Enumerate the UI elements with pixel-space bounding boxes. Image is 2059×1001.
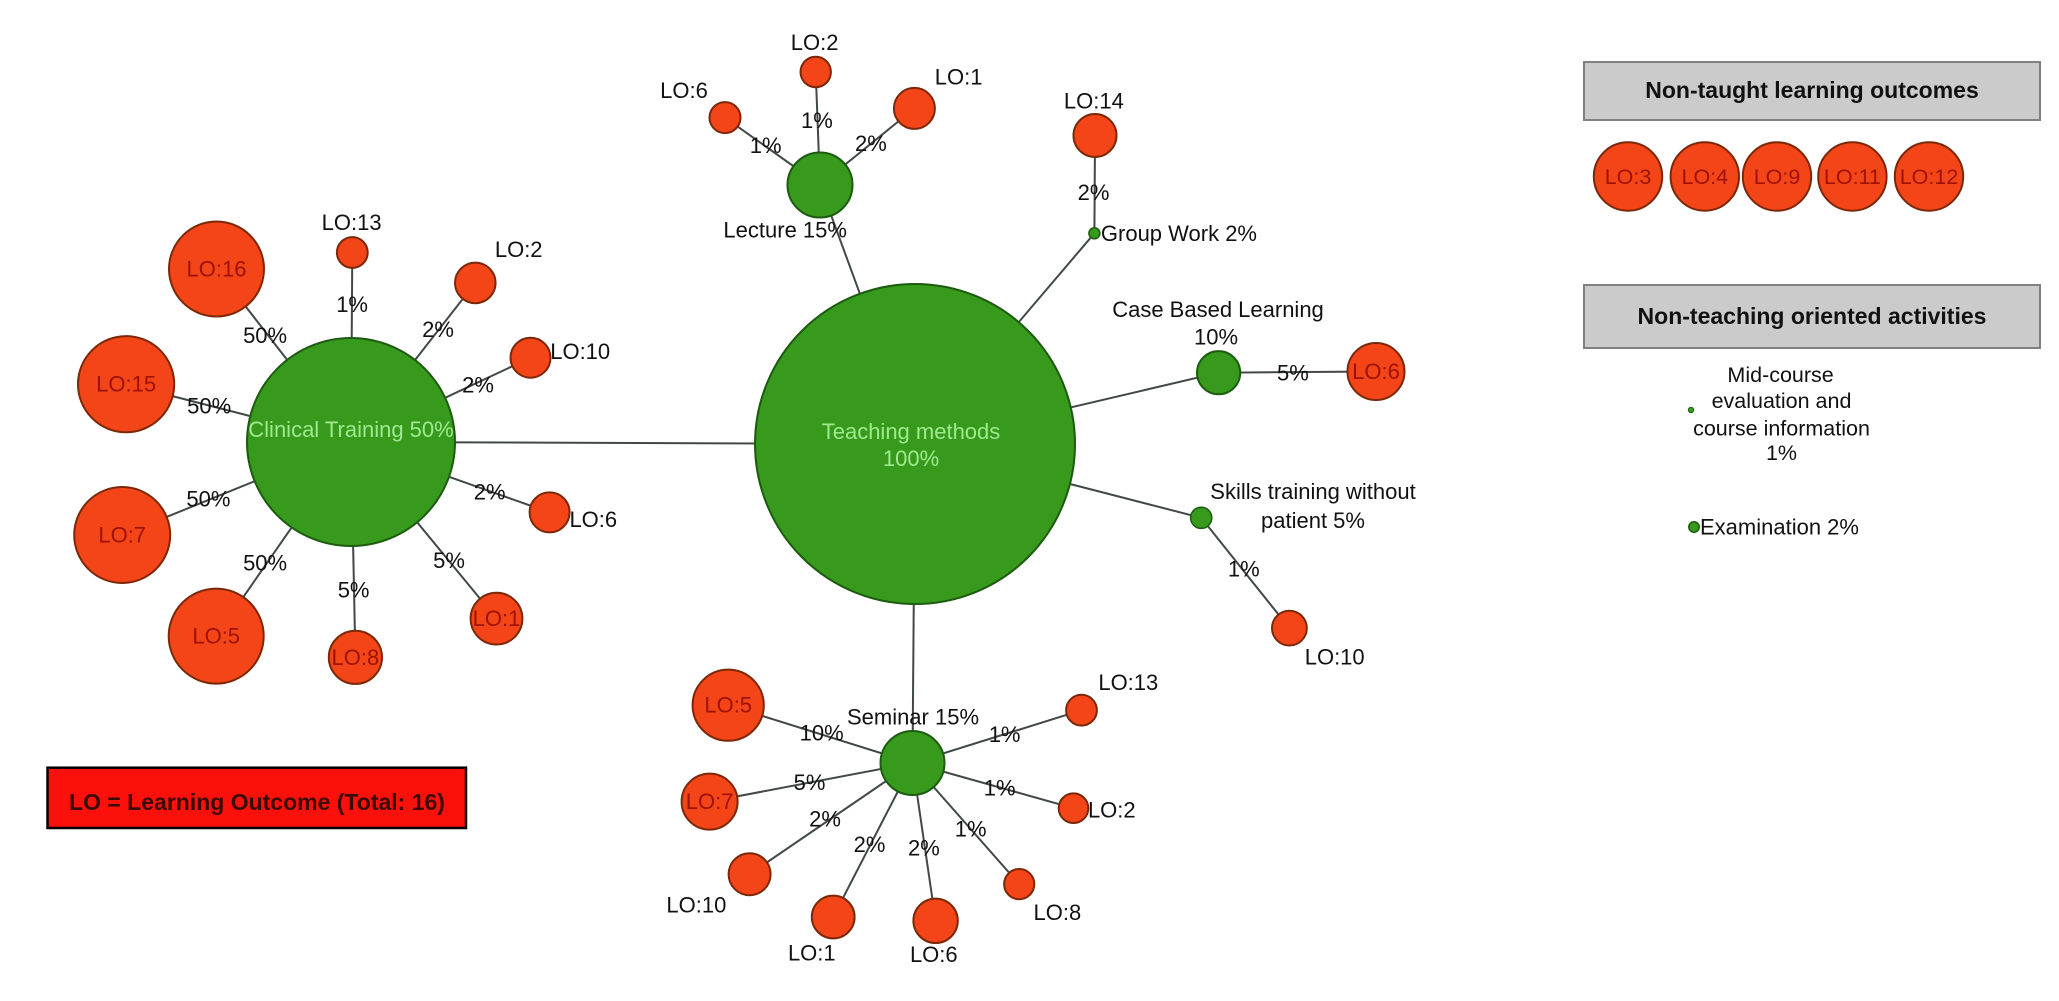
svg-text:LO:1: LO:1 [788,940,836,965]
svg-text:Case Based Learning: Case Based Learning [1112,297,1324,322]
svg-text:Clinical Training 50%: Clinical Training 50% [248,417,453,442]
svg-text:1%: 1% [989,722,1021,747]
svg-text:evaluation and: evaluation and [1712,389,1852,413]
svg-text:LO:14: LO:14 [1064,89,1124,114]
svg-text:LO:2: LO:2 [1088,798,1136,823]
svg-text:Teaching methods: Teaching methods [822,419,1001,444]
svg-text:2%: 2% [474,480,506,505]
svg-text:LO:10: LO:10 [1305,644,1365,669]
svg-text:50%: 50% [243,551,287,576]
svg-text:Non-taught learning outcomes: Non-taught learning outcomes [1645,77,1979,103]
svg-text:2%: 2% [1078,180,1110,205]
svg-text:LO:9: LO:9 [1754,165,1801,189]
svg-text:10%: 10% [1194,324,1238,349]
svg-text:1%: 1% [955,817,987,842]
svg-text:5%: 5% [794,770,826,795]
svg-text:LO:10: LO:10 [666,893,726,918]
svg-text:LO = Learning Outcome (Total:: LO = Learning Outcome (Total: 16) [69,789,445,815]
svg-text:LO:15: LO:15 [96,372,156,397]
svg-text:LO:3: LO:3 [1605,165,1652,189]
svg-text:2%: 2% [855,131,887,156]
svg-text:LO:8: LO:8 [332,645,380,670]
svg-text:LO:1: LO:1 [473,606,521,631]
svg-text:LO:12: LO:12 [1900,165,1959,189]
svg-text:5%: 5% [338,577,370,602]
svg-text:1%: 1% [984,776,1016,801]
svg-text:Skills training without: Skills training without [1210,479,1415,504]
svg-text:2%: 2% [462,373,494,398]
svg-text:LO:6: LO:6 [569,507,617,532]
svg-text:LO:13: LO:13 [322,210,382,235]
svg-text:LO:2: LO:2 [791,30,839,55]
svg-text:Non-teaching oriented activiti: Non-teaching oriented activities [1638,303,1987,329]
svg-text:LO:4: LO:4 [1681,165,1728,189]
svg-text:50%: 50% [243,323,287,348]
svg-text:patient 5%: patient 5% [1261,508,1365,533]
svg-text:2%: 2% [422,317,454,342]
svg-text:LO:1: LO:1 [935,65,983,90]
svg-text:2%: 2% [908,836,940,861]
svg-text:LO:5: LO:5 [704,693,752,718]
svg-text:50%: 50% [187,394,231,419]
svg-text:Group Work 2%: Group Work 2% [1101,221,1257,246]
svg-text:Examination 2%: Examination 2% [1700,515,1859,540]
svg-text:1%: 1% [1766,441,1797,465]
svg-text:10%: 10% [800,721,844,746]
svg-text:LO:8: LO:8 [1034,900,1082,925]
svg-text:LO:2: LO:2 [495,237,543,262]
svg-text:2%: 2% [809,807,841,832]
svg-text:Mid-course: Mid-course [1727,363,1833,387]
svg-text:100%: 100% [883,446,939,471]
svg-text:LO:13: LO:13 [1098,670,1158,695]
svg-text:LO:6: LO:6 [660,78,708,103]
svg-text:1%: 1% [750,133,782,158]
svg-text:50%: 50% [186,487,230,512]
svg-text:Lecture 15%: Lecture 15% [723,218,847,243]
svg-text:5%: 5% [1277,360,1309,385]
svg-text:LO:7: LO:7 [686,789,734,814]
svg-text:course information: course information [1693,417,1870,441]
svg-text:LO:6: LO:6 [1352,359,1400,384]
svg-text:LO:6: LO:6 [910,942,958,967]
svg-text:1%: 1% [336,292,368,317]
svg-text:1%: 1% [1228,556,1260,581]
svg-text:Seminar 15%: Seminar 15% [847,704,979,729]
svg-text:LO:16: LO:16 [187,257,247,282]
svg-text:LO:10: LO:10 [550,339,610,364]
svg-text:LO:5: LO:5 [192,624,240,649]
svg-text:5%: 5% [433,548,465,573]
svg-text:LO:11: LO:11 [1824,165,1881,189]
svg-text:LO:7: LO:7 [98,523,146,548]
svg-text:1%: 1% [801,108,833,133]
svg-text:2%: 2% [854,832,886,857]
